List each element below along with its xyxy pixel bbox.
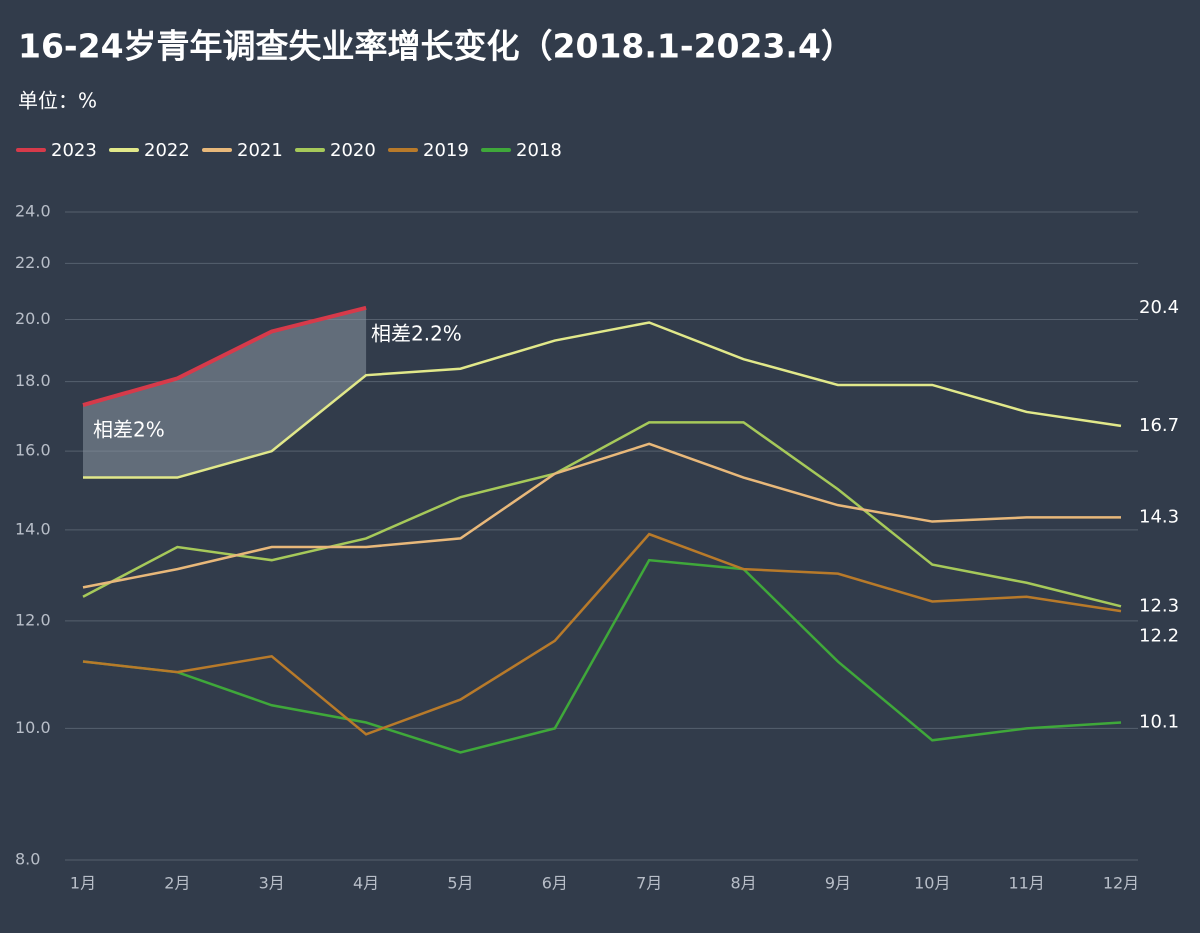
y-tick-label: 10.0	[15, 718, 51, 737]
end-label: 12.2	[1139, 625, 1179, 646]
end-label: 16.7	[1139, 415, 1179, 436]
annotation: 相差2%	[93, 418, 165, 442]
x-tick-label: 3月	[259, 874, 285, 893]
legend-label: 2021	[237, 140, 283, 161]
end-label: 20.4	[1139, 297, 1179, 318]
chart-title: 16-24岁青年调查失业率增长变化（2018.1-2023.4）	[18, 27, 854, 66]
chart-subtitle: 单位：%	[18, 89, 97, 113]
series-line	[83, 321, 1122, 479]
x-tick-label: 8月	[730, 874, 756, 893]
x-tick-label: 9月	[825, 874, 851, 893]
y-tick-label: 8.0	[15, 850, 40, 869]
x-tick-label: 7月	[636, 874, 662, 893]
x-tick-label: 2月	[164, 874, 190, 893]
x-tick-label: 12月	[1103, 874, 1139, 893]
y-tick-label: 20.0	[15, 309, 51, 328]
legend-label: 2023	[51, 140, 97, 161]
y-tick-label: 18.0	[15, 371, 51, 390]
end-label: 12.3	[1139, 595, 1179, 616]
y-tick-label: 22.0	[15, 253, 51, 272]
x-tick-label: 5月	[447, 874, 473, 893]
y-tick-label: 24.0	[15, 202, 51, 221]
legend-label: 2020	[330, 140, 376, 161]
x-tick-label: 6月	[542, 874, 568, 893]
series-line	[82, 421, 1122, 608]
series-line	[82, 305, 367, 408]
y-tick-label: 16.0	[15, 441, 51, 460]
series-line	[82, 558, 1122, 754]
series-line	[82, 442, 1121, 589]
legend-label: 2018	[516, 140, 562, 161]
series-line	[82, 532, 1122, 736]
end-label: 14.3	[1139, 506, 1179, 527]
legend-label: 2022	[144, 140, 190, 161]
annotation: 相差2.2%	[371, 322, 462, 346]
end-label: 10.1	[1139, 712, 1179, 733]
x-tick-label: 4月	[353, 874, 379, 893]
x-tick-label: 1月	[70, 874, 96, 893]
y-tick-label: 12.0	[15, 610, 51, 629]
legend-label: 2019	[423, 140, 469, 161]
y-tick-label: 14.0	[15, 519, 51, 538]
x-tick-label: 10月	[914, 874, 950, 893]
gap-area	[83, 307, 367, 478]
x-tick-label: 11月	[1008, 874, 1044, 893]
